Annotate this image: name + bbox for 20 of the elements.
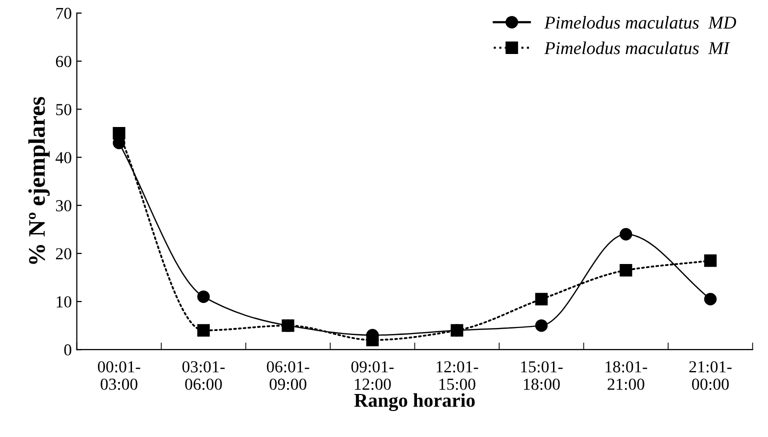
y-axis-title: % Nº ejemplares xyxy=(28,96,50,264)
x-tick-label: 21:01- 00:00 xyxy=(689,361,732,390)
x-tick-label: 00:01- 03:00 xyxy=(98,361,140,390)
legend-label: Pimelodus maculatus MI xyxy=(544,42,730,54)
y-tick-label: 60 xyxy=(56,56,72,68)
y-tick-label: 40 xyxy=(56,152,72,164)
legend-label: Pimelodus maculatus MD xyxy=(544,16,736,29)
x-tick-label: 06:01- 09:00 xyxy=(266,361,310,390)
y-tick-label: 20 xyxy=(56,248,72,260)
y-tick-label: 10 xyxy=(56,296,72,308)
y-tick-label: 30 xyxy=(56,200,72,212)
x-tick-label: 12:01- 15:00 xyxy=(436,361,478,390)
x-tick-label: 18:01- 21:00 xyxy=(606,361,648,390)
x-axis-title: Rango horario xyxy=(354,393,475,412)
x-tick-label: 03:01- 06:00 xyxy=(182,361,225,390)
y-tick-label: 0 xyxy=(64,344,72,356)
x-tick-label: 09:01- 12:00 xyxy=(351,361,394,390)
y-tick-label: 70 xyxy=(56,8,72,20)
y-tick-label: 50 xyxy=(56,104,72,116)
x-tick-label: 15:01- 18:00 xyxy=(521,361,563,390)
